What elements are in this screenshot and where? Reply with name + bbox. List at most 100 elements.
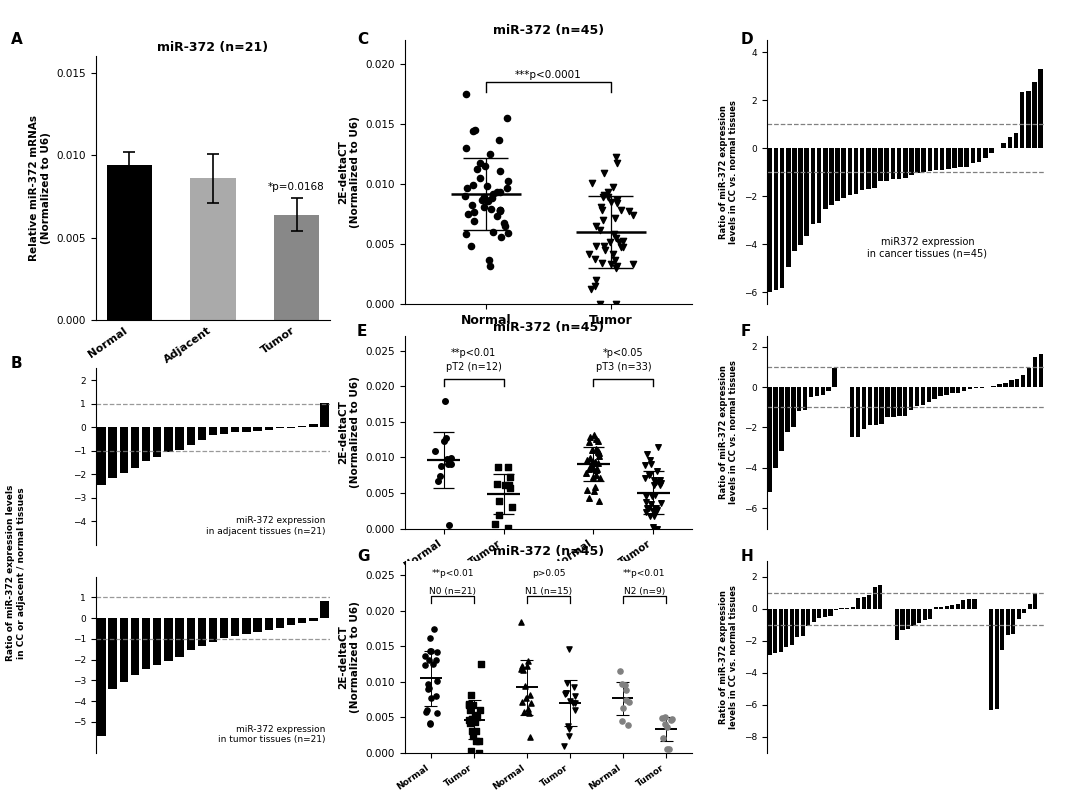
Point: [433, 459, 450, 472]
Bar: [109, 427, 117, 477]
Point: [427, 445, 444, 457]
Point: [594, 191, 611, 203]
Point: [638, 505, 655, 518]
Point: [463, 713, 480, 726]
Point: [496, 219, 513, 232]
Point: [653, 711, 670, 724]
Bar: [897, 148, 901, 179]
Point: [612, 240, 629, 253]
Text: **p<0.01: **p<0.01: [450, 348, 496, 358]
Point: [471, 734, 488, 747]
Bar: [1038, 353, 1043, 387]
Point: [658, 720, 675, 733]
Point: [462, 689, 479, 702]
Point: [606, 211, 623, 224]
Bar: [131, 618, 140, 675]
Point: [559, 676, 576, 689]
Text: miR-372 expression
in tumor tissues (n=21): miR-372 expression in tumor tissues (n=2…: [218, 725, 326, 744]
Point: [513, 660, 530, 673]
Point: [594, 214, 611, 227]
Point: [422, 718, 439, 731]
Point: [463, 713, 480, 726]
Point: [472, 156, 489, 169]
Point: [580, 248, 597, 260]
Point: [593, 257, 610, 270]
Point: [581, 452, 599, 465]
Point: [602, 235, 619, 248]
Point: [520, 702, 537, 715]
Bar: [1017, 609, 1021, 619]
Bar: [768, 609, 772, 655]
Point: [580, 462, 597, 475]
Point: [491, 203, 508, 216]
Point: [465, 205, 482, 218]
Point: [472, 171, 489, 184]
Bar: [298, 618, 307, 623]
Point: [460, 698, 477, 710]
Point: [521, 707, 538, 720]
Bar: [186, 427, 195, 445]
Point: [587, 442, 604, 455]
Bar: [799, 148, 803, 245]
Bar: [940, 148, 945, 170]
Bar: [198, 427, 206, 440]
Bar: [915, 148, 920, 173]
Point: [584, 176, 601, 189]
Point: [566, 681, 583, 694]
Bar: [968, 387, 972, 389]
Bar: [253, 618, 262, 632]
Bar: [220, 427, 228, 434]
Bar: [939, 606, 944, 609]
Bar: [903, 148, 907, 179]
Point: [577, 466, 594, 479]
Point: [596, 244, 613, 257]
Point: [578, 484, 595, 497]
Point: [641, 502, 658, 515]
Bar: [803, 387, 807, 410]
Point: [652, 479, 669, 492]
Bar: [967, 599, 971, 609]
Point: [421, 632, 438, 645]
Point: [518, 691, 535, 704]
Bar: [834, 609, 838, 610]
Bar: [945, 606, 949, 609]
Bar: [879, 585, 883, 609]
Point: [460, 699, 477, 712]
Y-axis label: Ratio of miR-372 expression
levels in CC vs. normal tissues: Ratio of miR-372 expression levels in CC…: [719, 100, 738, 244]
Point: [586, 279, 603, 292]
Point: [462, 745, 479, 758]
Point: [422, 691, 439, 704]
Bar: [164, 618, 173, 661]
Bar: [220, 618, 228, 638]
Bar: [780, 387, 784, 451]
Point: [644, 521, 661, 533]
Bar: [997, 384, 1002, 387]
Bar: [806, 609, 810, 626]
Bar: [773, 387, 777, 468]
Point: [644, 505, 661, 517]
Point: [438, 432, 455, 445]
Point: [580, 436, 597, 449]
Point: [588, 462, 605, 475]
Text: pT3 (n=33): pT3 (n=33): [595, 362, 651, 372]
Bar: [309, 618, 317, 622]
Text: A: A: [11, 32, 22, 47]
Text: F: F: [740, 324, 751, 340]
Point: [592, 200, 609, 213]
Point: [607, 298, 624, 311]
Point: [422, 717, 439, 730]
Bar: [921, 148, 927, 172]
Point: [585, 462, 602, 475]
Point: [641, 469, 658, 481]
Point: [607, 253, 624, 266]
Point: [519, 659, 536, 672]
Point: [590, 445, 607, 457]
Point: [567, 703, 584, 716]
Point: [648, 505, 665, 517]
Bar: [928, 148, 932, 171]
Bar: [872, 587, 876, 609]
Bar: [1032, 83, 1037, 148]
Bar: [906, 609, 911, 629]
Bar: [817, 609, 821, 618]
Point: [581, 430, 599, 443]
